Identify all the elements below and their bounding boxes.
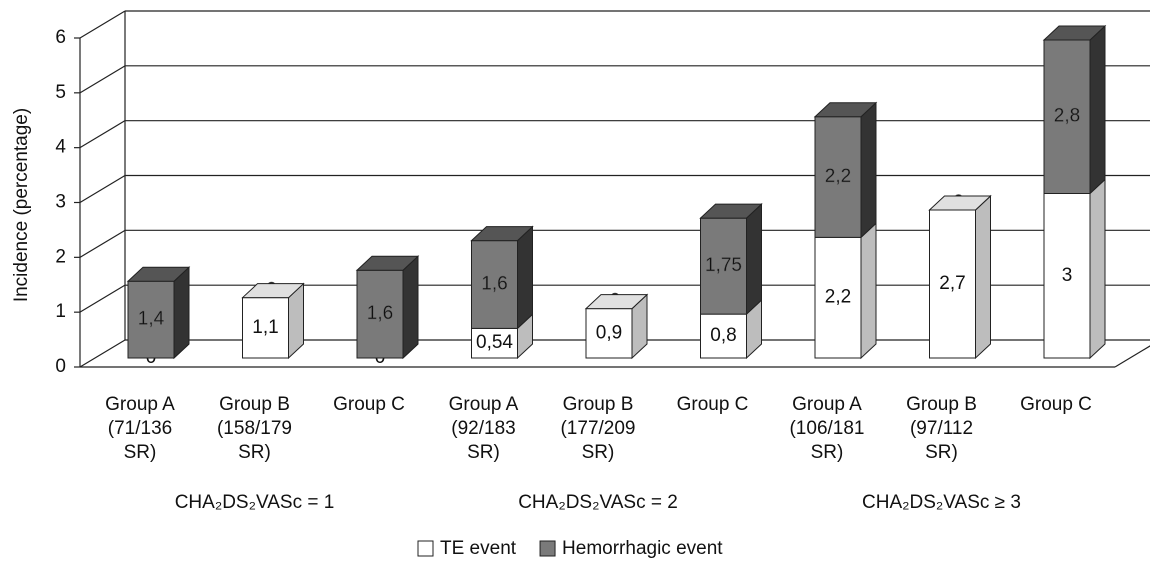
- bar-side: [860, 101, 877, 239]
- bar-segment: [585, 308, 633, 359]
- bar-side: [860, 222, 877, 360]
- value-label: 2,8: [1054, 106, 1080, 127]
- group-label: CHA₂DS₂VASc = 2: [518, 492, 678, 513]
- value-label: 0,8: [710, 325, 736, 346]
- x-tick-label: (92/183: [451, 418, 515, 439]
- x-tick-label: SR): [811, 442, 844, 463]
- legend-swatch: [417, 540, 434, 557]
- x-tick-label: (158/179: [217, 418, 292, 439]
- grid-line: [79, 65, 126, 94]
- value-label: 0,9: [596, 322, 622, 343]
- legend-label: TE event: [440, 538, 517, 559]
- bar-side: [1089, 24, 1106, 195]
- bar-side: [975, 194, 991, 360]
- value-label: 0,54: [476, 332, 513, 353]
- y-tick-label: 4: [55, 137, 66, 158]
- bar-segment: [814, 116, 862, 238]
- y-tick-label: 0: [55, 356, 66, 377]
- bar-segment: [356, 269, 404, 359]
- value-label: 2,2: [825, 287, 851, 308]
- grid-line: [79, 229, 126, 258]
- bar-top: [699, 203, 763, 219]
- x-tick-label: SR): [467, 442, 500, 463]
- bar-top: [126, 266, 191, 282]
- y-tick-label: 5: [55, 82, 66, 103]
- value-label: 1,4: [138, 309, 165, 330]
- x-tick-label: (71/136: [108, 418, 172, 439]
- x-tick-label: Group A: [105, 394, 175, 415]
- grid-line: [79, 120, 126, 149]
- grid-line: [79, 10, 126, 39]
- x-tick-label: Group B: [563, 394, 634, 415]
- bar-segment: [700, 217, 747, 315]
- y-tick-label: 6: [55, 27, 66, 48]
- bar-segment: [814, 236, 862, 359]
- bar-side: [517, 225, 533, 330]
- x-tick-label: Group A: [449, 394, 519, 415]
- bar-side: [1089, 178, 1106, 360]
- bar-segment: [471, 327, 518, 359]
- value-label: 2,2: [825, 166, 851, 187]
- bar-top: [470, 226, 534, 242]
- x-tick-label: Group C: [1020, 394, 1092, 415]
- value-label: 1,75: [705, 255, 742, 276]
- bar-segment: [1043, 193, 1091, 359]
- value-label: 1,6: [481, 274, 507, 295]
- x-tick-label: (177/209: [560, 418, 635, 439]
- y-axis-label: Incidence (percentage): [11, 108, 32, 302]
- x-tick-label: (97/112: [910, 418, 973, 439]
- bar-segment: [1043, 39, 1091, 195]
- bar-segment: [700, 313, 747, 359]
- bar-top: [813, 102, 878, 118]
- value-label: 2,7: [939, 273, 965, 294]
- x-tick-label: SR): [124, 442, 157, 463]
- floor-right: [1114, 345, 1150, 368]
- y-tick-label: 2: [55, 246, 66, 267]
- grid-line: [79, 284, 126, 313]
- bar-top: [355, 255, 420, 271]
- bar-top: [241, 283, 305, 299]
- value-label: 1,6: [367, 303, 393, 324]
- bar-segment: [471, 240, 518, 329]
- bar-side: [746, 203, 762, 316]
- legend-label: Hemorrhagic event: [562, 538, 723, 559]
- grid-line: [79, 339, 126, 368]
- bar-side: [402, 255, 419, 360]
- group-label: CHA₂DS₂VASc ≥ 3: [862, 492, 1021, 513]
- x-tick-label: SR): [925, 442, 958, 463]
- bar-top: [928, 195, 992, 211]
- y-tick-label: 3: [55, 192, 66, 213]
- bar-segment: [929, 209, 976, 359]
- bar-side: [173, 266, 190, 360]
- x-tick-label: Group B: [219, 394, 290, 415]
- x-tick-label: Group B: [906, 394, 977, 415]
- value-label: 1,1: [252, 317, 278, 338]
- group-label: CHA₂DS₂VASc = 1: [175, 492, 335, 513]
- x-tick-label: Group C: [333, 394, 405, 415]
- bar-top: [1042, 25, 1107, 41]
- grid-line: [79, 174, 126, 204]
- x-tick-label: SR): [582, 442, 615, 463]
- value-label: 3: [1062, 265, 1073, 286]
- y-tick-label: 1: [55, 301, 66, 322]
- legend-swatch: [539, 540, 556, 557]
- x-tick-label: Group A: [792, 394, 862, 415]
- x-tick-label: (106/181: [789, 418, 864, 439]
- x-tick-label: SR): [238, 442, 271, 463]
- x-tick-label: Group C: [677, 394, 749, 415]
- bar-top: [584, 294, 649, 310]
